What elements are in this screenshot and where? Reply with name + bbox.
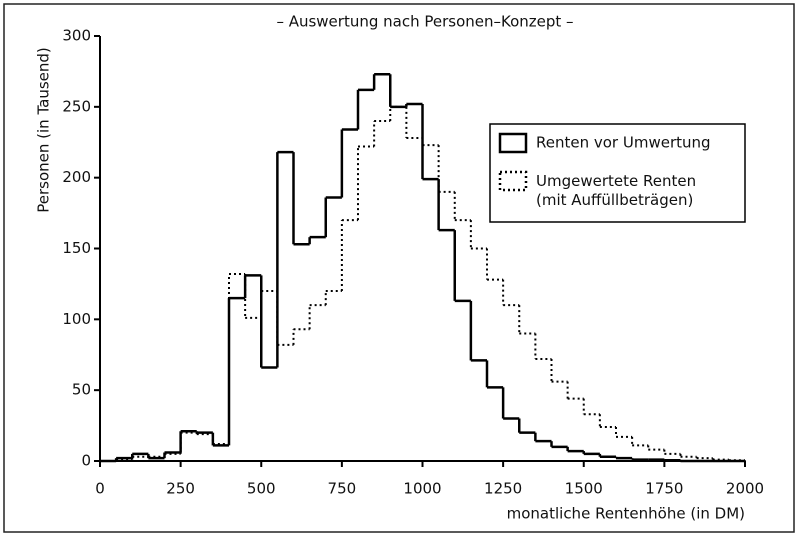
x-tick-label: 1250 — [484, 480, 522, 498]
x-tick-label: 0 — [95, 480, 105, 498]
x-axis-label: monatliche Rentenhöhe (in DM) — [507, 505, 745, 523]
chart-title: – Auswertung nach Personen–Konzept – — [276, 13, 573, 31]
y-tick-label: 0 — [81, 452, 91, 470]
x-tick-label: 1000 — [403, 480, 441, 498]
x-tick-label: 2000 — [726, 480, 764, 498]
x-tick-label: 500 — [247, 480, 276, 498]
legend-label: Renten vor Umwertung — [536, 134, 711, 152]
legend-label: Umgewertete Renten (mit Auffüllbeträgen) — [536, 172, 696, 209]
y-tick-label: 300 — [62, 27, 91, 45]
y-tick-label: 250 — [62, 97, 91, 115]
y-tick-label: 50 — [72, 381, 91, 399]
legend-swatch — [498, 132, 528, 154]
legend-swatch — [498, 170, 528, 192]
x-tick-label: 1750 — [645, 480, 683, 498]
x-tick-label: 250 — [166, 480, 195, 498]
y-axis-label: Personen (in Tausend) — [35, 47, 53, 213]
y-tick-label: 200 — [62, 168, 91, 186]
x-tick-label: 1500 — [565, 480, 603, 498]
y-tick-label: 100 — [62, 310, 91, 328]
x-tick-label: 750 — [328, 480, 357, 498]
frame — [3, 3, 795, 533]
y-tick-label: 150 — [62, 239, 91, 257]
legend-box — [489, 123, 746, 223]
